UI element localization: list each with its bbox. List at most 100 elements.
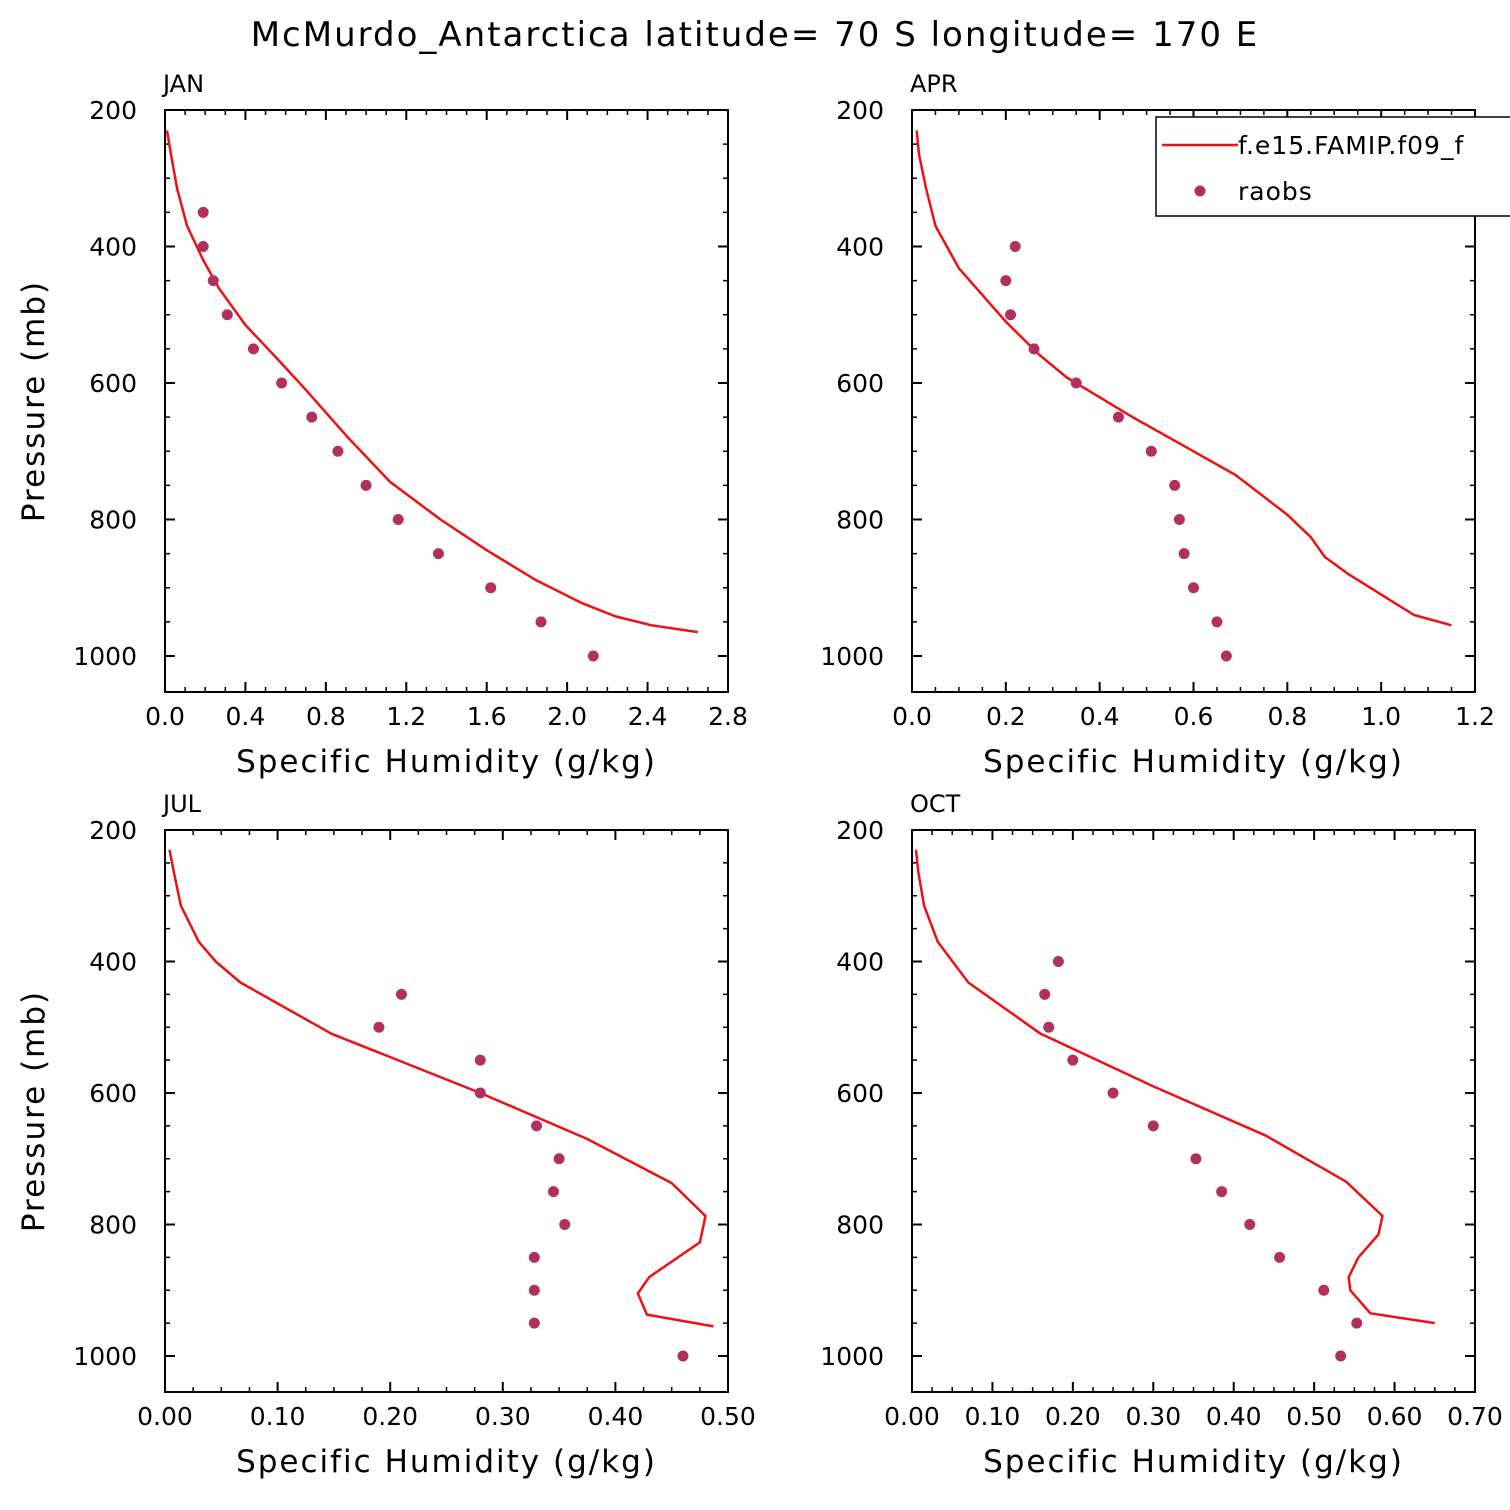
jan-xtick-label: 2.0 bbox=[547, 702, 587, 731]
panel-apr: APR 0.0 0.2 0.4 0.6 0.8 1.0 1.2 200 400 600 800 1000… bbox=[820, 70, 1495, 780]
jul-obs-point bbox=[373, 1021, 385, 1033]
jul-panel-label: JUL bbox=[161, 790, 202, 818]
oct-xtick-label: 0.30 bbox=[1125, 1402, 1181, 1431]
oct-model-line bbox=[914, 849, 1435, 1325]
oct-obs-point bbox=[1147, 1120, 1159, 1132]
oct-x-axis-title: Specific Humidity (g/kg) bbox=[983, 1444, 1404, 1480]
jul-obs-point bbox=[559, 1219, 571, 1230]
apr-xtick-label: 0.4 bbox=[1080, 702, 1120, 731]
jan-obs-point bbox=[197, 241, 209, 252]
jul-ytick-label: 1000 bbox=[73, 1342, 137, 1371]
jul-obs-point bbox=[528, 1284, 540, 1296]
apr-obs-point bbox=[1178, 548, 1190, 560]
jul-ytick-label: 200 bbox=[89, 816, 137, 845]
jul-obs-point bbox=[395, 988, 407, 1000]
jan-xtick-label: 2.8 bbox=[708, 702, 748, 731]
oct-xtick-label: 0.20 bbox=[1045, 1402, 1101, 1431]
oct-obs-point bbox=[1052, 956, 1064, 967]
oct-obs-point bbox=[1351, 1317, 1363, 1329]
oct-xtick-label: 0.50 bbox=[1286, 1402, 1342, 1431]
jan-model-line bbox=[165, 130, 698, 634]
apr-model-line bbox=[915, 130, 1452, 627]
jan-obs-point bbox=[221, 309, 233, 321]
jan-obs-point bbox=[587, 650, 599, 662]
jan-ytick-label: 800 bbox=[89, 506, 137, 535]
oct-panel-label: OCT bbox=[910, 790, 961, 818]
jan-xtick-label: 2.4 bbox=[628, 702, 668, 731]
oct-ytick-label: 600 bbox=[836, 1079, 884, 1108]
apr-obs-point bbox=[1000, 275, 1012, 287]
jan-panel-label: JAN bbox=[161, 70, 204, 98]
oct-ytick-label: 800 bbox=[836, 1211, 884, 1240]
apr-xtick-label: 0.0 bbox=[892, 702, 932, 731]
legend-obs-label: raobs bbox=[1238, 177, 1313, 206]
apr-xtick-label: 0.6 bbox=[1174, 702, 1214, 731]
apr-obs-point bbox=[1145, 445, 1157, 457]
jan-xtick-label: 0.8 bbox=[306, 702, 346, 731]
jul-xtick-label: 0.00 bbox=[137, 1402, 193, 1431]
jan-x-axis-title: Specific Humidity (g/kg) bbox=[236, 744, 657, 780]
jan-obs-point bbox=[535, 616, 547, 628]
jan-obs-point bbox=[207, 275, 219, 287]
oct-obs-point bbox=[1335, 1350, 1347, 1362]
jul-x-axis-title: Specific Humidity (g/kg) bbox=[236, 1444, 657, 1480]
apr-obs-point bbox=[1070, 377, 1082, 389]
jan-obs-point bbox=[432, 548, 444, 560]
oct-xtick-label: 0.70 bbox=[1447, 1402, 1503, 1431]
jan-obs-point bbox=[197, 206, 209, 218]
oct-xtick-label: 0.60 bbox=[1367, 1402, 1423, 1431]
jul-obs-point bbox=[677, 1350, 689, 1362]
apr-obs-point bbox=[1028, 343, 1040, 355]
jan-xtick-label: 1.6 bbox=[467, 702, 507, 731]
jan-xtick-label: 0.0 bbox=[145, 702, 185, 731]
jul-obs-point bbox=[531, 1120, 543, 1132]
oct-obs-point bbox=[1190, 1153, 1202, 1165]
legend: f.e15.FAMIP.f09_f raobs bbox=[1155, 116, 1510, 217]
jul-y-axis-title: Pressure (mb) bbox=[16, 990, 52, 1232]
jul-xtick-label: 0.30 bbox=[475, 1402, 531, 1431]
apr-ytick-label: 200 bbox=[836, 96, 884, 125]
oct-obs-point bbox=[1043, 1021, 1055, 1033]
apr-ytick-label: 800 bbox=[836, 506, 884, 535]
oct-xtick-label: 0.10 bbox=[965, 1402, 1021, 1431]
oct-xtick-label: 0.00 bbox=[884, 1402, 940, 1431]
apr-xtick-label: 1.0 bbox=[1361, 702, 1401, 731]
oct-obs-point bbox=[1067, 1054, 1079, 1066]
apr-obs-point bbox=[1173, 514, 1185, 525]
apr-obs-point bbox=[1188, 582, 1199, 594]
panel-oct: OCT 0.00 0.10 0.20 0.30 0.40 0.50 0.60 0.70 200 40… bbox=[820, 790, 1502, 1480]
figure-title: McMurdo_Antarctica latitude= 70 S longit… bbox=[251, 15, 1260, 55]
oct-obs-point bbox=[1318, 1284, 1330, 1296]
jan-y-axis-title: Pressure (mb) bbox=[16, 280, 52, 522]
panel-jan: JAN 0.0 0.4 0.8 1.2 1.6 2.0 2.4 2.8 200 400 600 800 1… bbox=[16, 70, 748, 780]
jul-obs-point bbox=[547, 1186, 559, 1198]
apr-obs-point bbox=[1009, 241, 1021, 252]
oct-xtick-label: 0.40 bbox=[1206, 1402, 1262, 1431]
jul-ytick-label: 800 bbox=[89, 1211, 137, 1240]
apr-obs-point bbox=[1005, 309, 1017, 321]
jul-model-line bbox=[168, 849, 714, 1328]
jan-xtick-label: 1.2 bbox=[386, 702, 426, 731]
apr-ytick-label: 600 bbox=[836, 369, 884, 398]
jan-ytick-label: 1000 bbox=[73, 642, 137, 671]
jan-xtick-label: 0.4 bbox=[226, 702, 266, 731]
apr-xtick-label: 1.2 bbox=[1455, 702, 1495, 731]
apr-ytick-label: 1000 bbox=[820, 642, 884, 671]
jan-ytick-label: 600 bbox=[89, 369, 137, 398]
legend-obs-marker bbox=[1194, 185, 1206, 197]
jul-ytick-label: 600 bbox=[89, 1079, 137, 1108]
jul-xtick-label: 0.50 bbox=[700, 1402, 756, 1431]
apr-xtick-label: 0.2 bbox=[986, 702, 1026, 731]
oct-obs-point bbox=[1216, 1186, 1228, 1198]
jan-obs-point bbox=[485, 582, 497, 594]
apr-obs-point bbox=[1220, 650, 1232, 662]
jan-ytick-label: 400 bbox=[89, 233, 137, 262]
oct-obs-point bbox=[1274, 1251, 1286, 1263]
apr-xtick-label: 0.8 bbox=[1267, 702, 1307, 731]
jan-obs-point bbox=[392, 514, 404, 525]
apr-obs-point bbox=[1211, 616, 1223, 628]
apr-x-axis-title: Specific Humidity (g/kg) bbox=[983, 744, 1404, 780]
oct-obs-point bbox=[1244, 1219, 1256, 1230]
